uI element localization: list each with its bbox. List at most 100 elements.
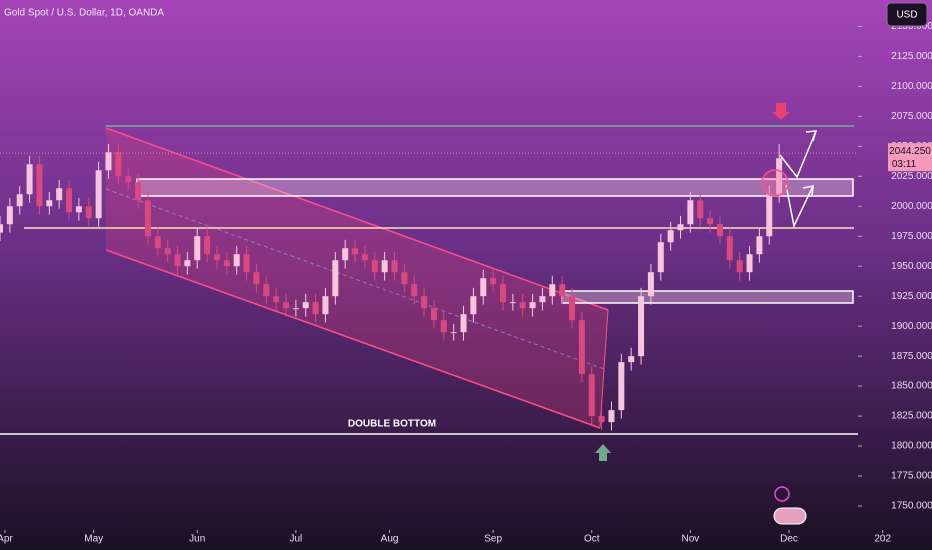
candle-body: [657, 242, 664, 273]
candle-body: [716, 224, 723, 237]
x-tick-label: Apr: [0, 534, 13, 545]
countdown: 03:11: [892, 159, 917, 170]
candle-body: [450, 332, 457, 334]
candle-body: [638, 296, 645, 357]
tool-icon[interactable]: [773, 507, 807, 525]
candle-body: [776, 158, 783, 195]
projection: [779, 130, 817, 179]
candles: [0, 143, 783, 431]
candle-body: [549, 284, 556, 297]
candle-body: [332, 260, 339, 297]
candle-body: [430, 308, 437, 321]
highlight-circle: [761, 169, 789, 197]
chart-title: Gold Spot / U.S. Dollar, 1D, OANDA: [4, 8, 164, 19]
currency[interactable]: USD: [896, 10, 917, 21]
candle-body: [411, 284, 418, 297]
candle-body: [499, 284, 506, 303]
candle-body: [292, 308, 299, 310]
candle-body: [0, 224, 3, 233]
candle-body: [263, 284, 270, 297]
x-tick-label: Dec: [780, 534, 798, 545]
candle-body: [273, 296, 280, 303]
x-tick-label: 202: [874, 534, 891, 545]
x-tick-label: May: [84, 534, 103, 545]
price-axis: 1750.000 1775.000 1800.000 1825.000 1850.000…: [858, 21, 932, 512]
candle-body: [460, 314, 467, 333]
candle-body: [371, 260, 378, 273]
candle-body: [115, 152, 122, 177]
y-tick-label: 1950.000: [891, 261, 932, 272]
last-price-label: 2044.250: [889, 146, 931, 157]
candle-body: [746, 254, 753, 273]
y-tick-label: 1750.000: [891, 501, 932, 512]
candle-body: [213, 254, 220, 261]
x-tick-label: Nov: [681, 534, 699, 545]
candle-body: [687, 200, 694, 225]
candle-body: [490, 278, 497, 285]
y-tick-label: 2075.000: [891, 111, 932, 122]
candle-body: [184, 260, 191, 267]
y-tick-label: 2125.000: [891, 51, 932, 62]
candle-body: [26, 164, 33, 195]
x-tick-label: Aug: [381, 534, 399, 545]
candle-body: [736, 260, 743, 273]
x-tick-label: Jun: [189, 534, 205, 545]
candle-body: [361, 254, 368, 261]
candle-body: [381, 260, 388, 273]
candle-body: [85, 206, 92, 219]
candle-body: [618, 362, 625, 411]
support-zone: [561, 290, 854, 304]
candle-body: [105, 152, 112, 171]
down-arrow: [772, 103, 790, 120]
candle-body: [559, 284, 566, 297]
candle-body: [283, 302, 290, 309]
y-tick-label: 1850.000: [891, 381, 932, 392]
candle-body: [588, 374, 595, 417]
candle-body: [75, 206, 82, 213]
y-tick-label: 1875.000: [891, 351, 932, 362]
candle-body: [529, 302, 536, 309]
candle-body: [440, 320, 447, 333]
candle-body: [519, 302, 526, 309]
candle-body: [352, 248, 359, 255]
annotation: DOUBLE BOTTOM: [348, 419, 436, 430]
currency-box[interactable]: [886, 2, 928, 27]
candle-body: [647, 272, 654, 297]
candle-body: [509, 302, 516, 304]
candle-body: [539, 296, 546, 303]
candle-body: [135, 182, 142, 201]
tool-icon[interactable]: [774, 486, 790, 502]
channel-lower: [105, 249, 601, 429]
candle-body: [578, 320, 585, 375]
y-tick-label: 1800.000: [891, 441, 932, 452]
projection: [785, 184, 814, 229]
candle-body: [707, 218, 714, 225]
channel-mid: [105, 188, 605, 370]
candle-body: [125, 176, 132, 183]
candle-body: [66, 188, 73, 213]
y-tick-label: 1900.000: [891, 321, 932, 332]
candle-body: [480, 278, 487, 297]
candle-body: [569, 296, 576, 321]
candle-body: [194, 236, 201, 261]
candle-body: [756, 236, 763, 255]
candle-body: [608, 410, 615, 423]
candle-body: [342, 248, 349, 261]
candle-body: [470, 296, 477, 315]
candle-body: [598, 416, 605, 423]
candle-body: [36, 164, 43, 207]
candle-body: [95, 170, 102, 219]
channel-upper: [105, 127, 609, 311]
y-tick-label: 2150.000: [891, 21, 932, 32]
resistance-zone: [136, 178, 854, 197]
candle-body: [56, 188, 63, 201]
y-tick-label: 1925.000: [891, 291, 932, 302]
x-tick-label: Oct: [584, 534, 600, 545]
candle-body: [253, 272, 260, 285]
candle-body: [302, 302, 309, 309]
y-tick-label: 2100.000: [891, 81, 932, 92]
arrow-head: [802, 185, 814, 197]
